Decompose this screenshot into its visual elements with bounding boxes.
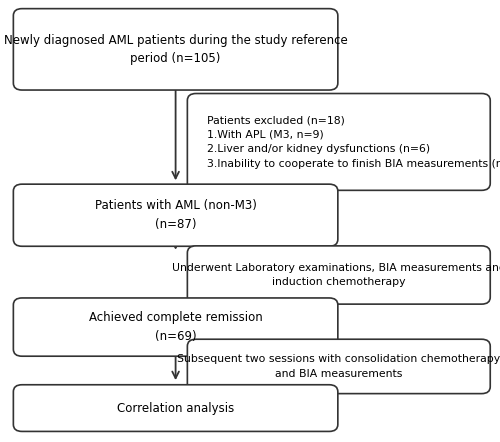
Text: Achieved complete remission
(n=69): Achieved complete remission (n=69) xyxy=(88,311,262,343)
Text: Underwent Laboratory examinations, BIA measurements and
induction chemotherapy: Underwent Laboratory examinations, BIA m… xyxy=(172,263,500,287)
FancyBboxPatch shape xyxy=(188,94,490,191)
Text: Correlation analysis: Correlation analysis xyxy=(117,402,234,415)
FancyBboxPatch shape xyxy=(14,298,338,356)
FancyBboxPatch shape xyxy=(14,385,338,431)
Text: Patients excluded (n=18)
1.With APL (M3, n=9)
2.Liver and/or kidney dysfunctions: Patients excluded (n=18) 1.With APL (M3,… xyxy=(206,115,500,168)
Text: Patients with AML (non-M3)
(n=87): Patients with AML (non-M3) (n=87) xyxy=(94,199,256,231)
Text: Newly diagnosed AML patients during the study reference
period (n=105): Newly diagnosed AML patients during the … xyxy=(4,34,348,65)
FancyBboxPatch shape xyxy=(14,184,338,246)
FancyBboxPatch shape xyxy=(188,246,490,304)
FancyBboxPatch shape xyxy=(14,9,338,90)
Text: Subsequent two sessions with consolidation chemotherapy
and BIA measurements: Subsequent two sessions with consolidati… xyxy=(177,354,500,379)
FancyBboxPatch shape xyxy=(188,339,490,394)
